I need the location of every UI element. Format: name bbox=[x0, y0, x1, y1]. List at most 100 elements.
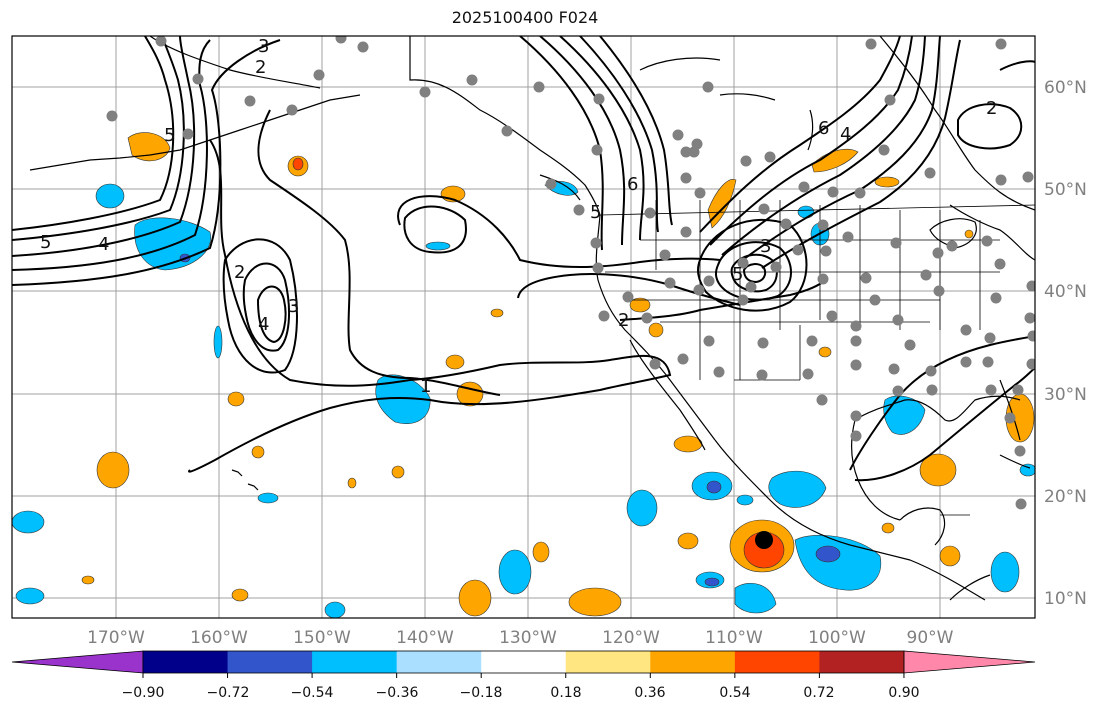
colorbar-tick-label: −0.54 bbox=[291, 685, 334, 701]
contour-label: 4 bbox=[258, 314, 269, 335]
colorbar-swatch bbox=[143, 651, 229, 673]
highlight-marker bbox=[755, 531, 773, 549]
positive-anomaly-region bbox=[677, 532, 699, 550]
negative-anomaly-region bbox=[375, 374, 431, 424]
negative-anomaly-region bbox=[213, 325, 223, 359]
contour-label: 5 bbox=[732, 264, 743, 285]
positive-anomaly-region bbox=[347, 477, 357, 489]
shaded-anomaly-regions bbox=[12, 132, 1035, 618]
colorbar-swatch bbox=[481, 651, 567, 673]
contour-label: 5 bbox=[164, 125, 175, 146]
latitude-label: 50°N bbox=[1044, 180, 1087, 200]
negative-anomaly-region bbox=[15, 587, 45, 605]
contour-label: 1 bbox=[420, 376, 431, 397]
contour-label: 4 bbox=[98, 234, 109, 255]
positive-anomaly-region bbox=[568, 587, 622, 617]
negative-anomaly-region bbox=[324, 601, 346, 618]
colorbar-tick-label: 0.18 bbox=[550, 685, 581, 701]
positive-anomaly-region bbox=[456, 381, 484, 407]
colorbar-tick-label: −0.72 bbox=[207, 685, 250, 701]
longitude-label: 160°W bbox=[190, 628, 248, 648]
colorbar-swatch bbox=[734, 651, 820, 673]
contour-label: 6 bbox=[818, 118, 829, 139]
colorbar: −0.90 −0.72 −0.54 −0.36 −0.18 0.18 0.36 … bbox=[11, 650, 1036, 701]
longitude-label: 140°W bbox=[396, 628, 454, 648]
positive-anomaly-region bbox=[818, 346, 832, 358]
positive-anomaly-region bbox=[874, 176, 900, 188]
positive-anomaly-region bbox=[939, 545, 961, 567]
map-area bbox=[12, 36, 1035, 618]
positive-anomaly-region bbox=[648, 322, 664, 338]
contour-label: 2 bbox=[255, 57, 266, 78]
longitude-label: 90°W bbox=[907, 628, 954, 648]
colorbar-swatch bbox=[903, 650, 1036, 674]
negative-anomaly-region bbox=[425, 241, 451, 251]
latitude-label: 20°N bbox=[1044, 487, 1087, 507]
negative-anomaly-region bbox=[498, 549, 532, 595]
colorbar-tick-label: 0.72 bbox=[803, 685, 834, 701]
negative-anomaly-region bbox=[257, 492, 279, 504]
latitude-label: 10°N bbox=[1044, 589, 1087, 609]
colorbar-swatch bbox=[11, 650, 144, 674]
positive-anomaly-region bbox=[532, 541, 550, 563]
contour-label: 2 bbox=[986, 98, 997, 119]
positive-anomaly-region bbox=[251, 445, 265, 459]
negative-anomaly-region bbox=[1019, 463, 1035, 477]
strong-negative-core bbox=[706, 480, 722, 494]
latitude-axis: 60°N 50°N 40°N 30°N 20°N 10°N bbox=[1044, 78, 1087, 609]
contour-label: 6 bbox=[627, 174, 638, 195]
height-contours bbox=[12, 36, 1035, 482]
contour-label: 3 bbox=[258, 36, 269, 57]
contour-label: 2 bbox=[234, 262, 245, 283]
positive-anomaly-region bbox=[227, 391, 245, 407]
contour-label: 4 bbox=[840, 124, 851, 145]
strong-positive-core bbox=[292, 157, 304, 171]
positive-anomaly-region bbox=[881, 522, 895, 534]
colorbar-tick-label: −0.18 bbox=[460, 685, 503, 701]
contour-label: 3 bbox=[288, 296, 299, 317]
positive-anomaly-region bbox=[919, 453, 957, 487]
negative-anomaly-region bbox=[768, 470, 827, 508]
colorbar-tick-label: 0.54 bbox=[719, 685, 750, 701]
latitude-label: 30°N bbox=[1044, 385, 1087, 405]
positive-anomaly-region bbox=[81, 575, 95, 585]
colorbar-swatch bbox=[565, 651, 651, 673]
colorbar-tick-label: −0.36 bbox=[376, 685, 419, 701]
colorbar-swatch bbox=[312, 651, 398, 673]
map-frame bbox=[11, 35, 1036, 619]
colorbar-tick-label: 0.90 bbox=[888, 685, 919, 701]
latitude-label: 40°N bbox=[1044, 282, 1087, 302]
positive-anomaly-region bbox=[231, 588, 249, 602]
contour-label: 5 bbox=[40, 232, 51, 253]
colorbar-tick-label: −0.90 bbox=[122, 685, 165, 701]
negative-anomaly-region bbox=[626, 489, 658, 527]
positive-anomaly-region bbox=[490, 308, 504, 318]
positive-anomaly-region bbox=[629, 297, 651, 313]
strong-negative-core bbox=[704, 577, 720, 587]
positive-anomaly-region bbox=[391, 465, 405, 479]
colorbar-tick-label: 0.36 bbox=[634, 685, 665, 701]
positive-anomaly-region bbox=[964, 229, 974, 239]
map-title: 2025100400 F024 bbox=[451, 8, 599, 27]
positive-anomaly-region bbox=[458, 579, 492, 617]
strong-negative-core bbox=[815, 545, 841, 563]
contour-label: 3 bbox=[760, 236, 771, 257]
longitude-axis: 170°W 160°W 150°W 140°W 130°W 120°W 110°… bbox=[87, 628, 954, 648]
colorbar-swatch bbox=[819, 651, 905, 673]
station-markers bbox=[106, 36, 1035, 510]
longitude-label: 100°W bbox=[808, 628, 866, 648]
positive-anomaly-region bbox=[96, 451, 130, 489]
contour-label-group: 3 2 5 4 2 4 3 1 2 5 6 5 4 6 3 5 2 bbox=[40, 36, 997, 397]
negative-anomaly-region bbox=[734, 583, 777, 614]
colorbar-swatch bbox=[650, 651, 736, 673]
negative-anomaly-region bbox=[12, 510, 45, 534]
negative-anomaly-region bbox=[794, 534, 882, 591]
negative-anomaly-region bbox=[736, 494, 754, 506]
longitude-label: 170°W bbox=[87, 628, 145, 648]
latitude-label: 60°N bbox=[1044, 78, 1087, 98]
negative-anomaly-region bbox=[797, 205, 815, 219]
colorbar-swatch bbox=[227, 651, 313, 673]
longitude-label: 110°W bbox=[705, 628, 763, 648]
negative-anomaly-region bbox=[990, 551, 1020, 593]
